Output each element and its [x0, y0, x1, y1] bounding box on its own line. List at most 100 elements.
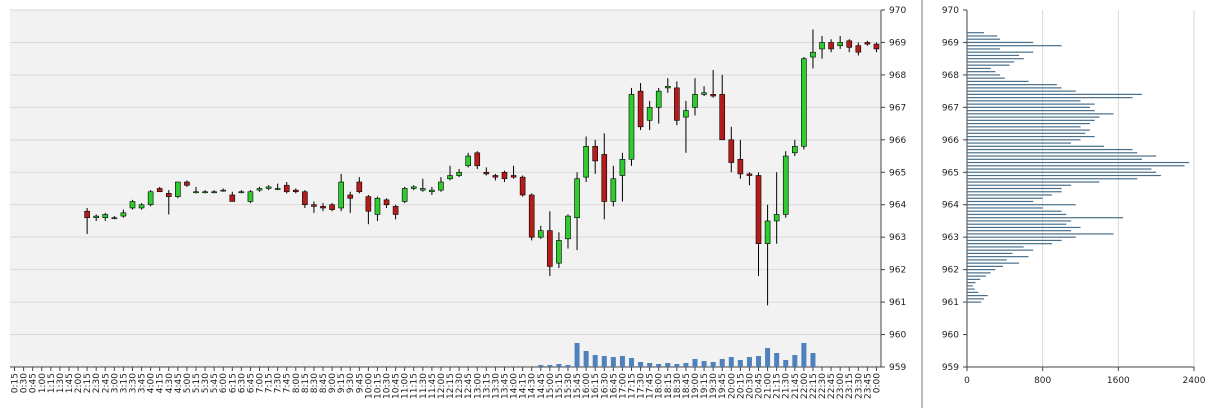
profile-bar [967, 38, 1001, 40]
volume-bar [628, 358, 634, 367]
candle-body [129, 201, 136, 209]
profile-bar [967, 64, 1010, 66]
candle-body [864, 42, 871, 45]
volume-bar [756, 356, 762, 367]
x-tick-label: 21:30 [782, 373, 792, 399]
candle-body [792, 146, 798, 154]
candle-body [447, 175, 453, 180]
candle-body [873, 43, 880, 50]
profile-bar [967, 239, 1062, 242]
candle-body [256, 188, 263, 191]
candle-body [519, 176, 526, 196]
candle-body [365, 196, 372, 212]
profile-bar [967, 45, 1062, 47]
x-tick-label: 19:45 [718, 373, 728, 399]
profile-y-tick-label: 964 [942, 201, 959, 211]
profile-bar [967, 135, 1095, 138]
x-tick-label: 2:15 [83, 373, 93, 393]
x-tick-label: 17:15 [627, 373, 637, 399]
volume-bar [647, 363, 653, 367]
candle-body [710, 94, 716, 97]
candle-body [646, 107, 653, 121]
x-tick-label: 9:00 [328, 373, 338, 393]
volume-bar [810, 353, 816, 367]
x-tick-label: 0:15 [11, 373, 21, 393]
x-tick-label: 22:00 [800, 373, 810, 399]
profile-y-tick-label: 961 [942, 298, 959, 308]
candle-body [583, 146, 589, 178]
y-tick-label: 959 [889, 363, 906, 373]
x-tick-label: 19:00 [691, 373, 701, 399]
profile-bar [967, 200, 1034, 203]
volume-bar [710, 362, 716, 367]
volume-bar [774, 353, 780, 367]
x-tick-label: 16:45 [609, 373, 619, 399]
profile-y-tick-label: 965 [942, 168, 959, 178]
candle-body [556, 240, 562, 264]
candle-body [483, 171, 490, 175]
x-tick-label: 11:45 [428, 373, 438, 399]
x-tick-label: 2:45 [101, 373, 111, 393]
candle-body [810, 51, 816, 58]
y-tick-label: 966 [889, 136, 906, 146]
x-tick-label: 21:15 [773, 373, 783, 399]
x-tick-label: 3:15 [119, 373, 129, 393]
candle-body [501, 171, 508, 180]
candle-body [274, 188, 281, 190]
profile-bar [967, 129, 1090, 131]
profile-bar [967, 243, 1053, 245]
profile-bar [967, 41, 1034, 44]
candle-body [438, 181, 444, 191]
profile-y-tick-label: 959 [942, 363, 959, 373]
candle-body [655, 90, 662, 108]
profile-y-tick-label: 966 [942, 136, 959, 146]
profile-bar [967, 187, 1062, 190]
candle-body [474, 152, 481, 167]
volume-bar [547, 365, 553, 367]
profile-bar [967, 100, 1081, 102]
profile-bar [967, 285, 973, 287]
profile-bar [967, 165, 1185, 167]
candle-body [401, 188, 408, 202]
volume-bar [538, 365, 544, 367]
profile-bar [967, 161, 1190, 164]
profile-bar [967, 210, 1062, 212]
volume-bar [765, 348, 771, 367]
candle-body [764, 220, 771, 244]
x-tick-label: 17:00 [618, 373, 628, 399]
x-tick-label: 8:00 [292, 373, 302, 393]
candle-body [120, 212, 127, 217]
candle-body [664, 85, 671, 89]
profile-bar [967, 58, 1024, 60]
candle-body [265, 186, 272, 189]
candle-body [819, 42, 825, 50]
candle-body [338, 181, 344, 209]
x-tick-label: 5:15 [192, 373, 202, 393]
candle-body [175, 181, 181, 197]
x-tick-label: 21:45 [791, 373, 801, 399]
profile-bar [967, 226, 1081, 229]
profile-bar [967, 110, 1095, 112]
x-tick-label: 12:30 [455, 373, 465, 399]
volume-bar [701, 361, 707, 367]
y-tick-label: 960 [889, 331, 906, 341]
profile-bar [967, 126, 1081, 128]
x-tick-label: 10:00 [364, 373, 374, 399]
profile-y-tick-label: 969 [942, 38, 959, 48]
y-tick-label: 967 [889, 103, 906, 113]
profile-y-tick-label: 967 [942, 103, 959, 113]
x-tick-label: 11:15 [410, 373, 420, 399]
x-tick-label: 6:30 [237, 373, 247, 393]
volume-bar [601, 356, 607, 367]
candle-body [311, 204, 317, 207]
candle-body [492, 175, 499, 178]
volume-bar [737, 360, 743, 367]
volume-bar [792, 355, 798, 367]
profile-bar [967, 194, 1053, 196]
candle-body [574, 178, 580, 219]
x-tick-label: 23:30 [854, 373, 864, 399]
x-tick-label: 13:00 [473, 373, 483, 399]
x-tick-label: 1:30 [56, 373, 66, 393]
candle-body [420, 188, 426, 191]
